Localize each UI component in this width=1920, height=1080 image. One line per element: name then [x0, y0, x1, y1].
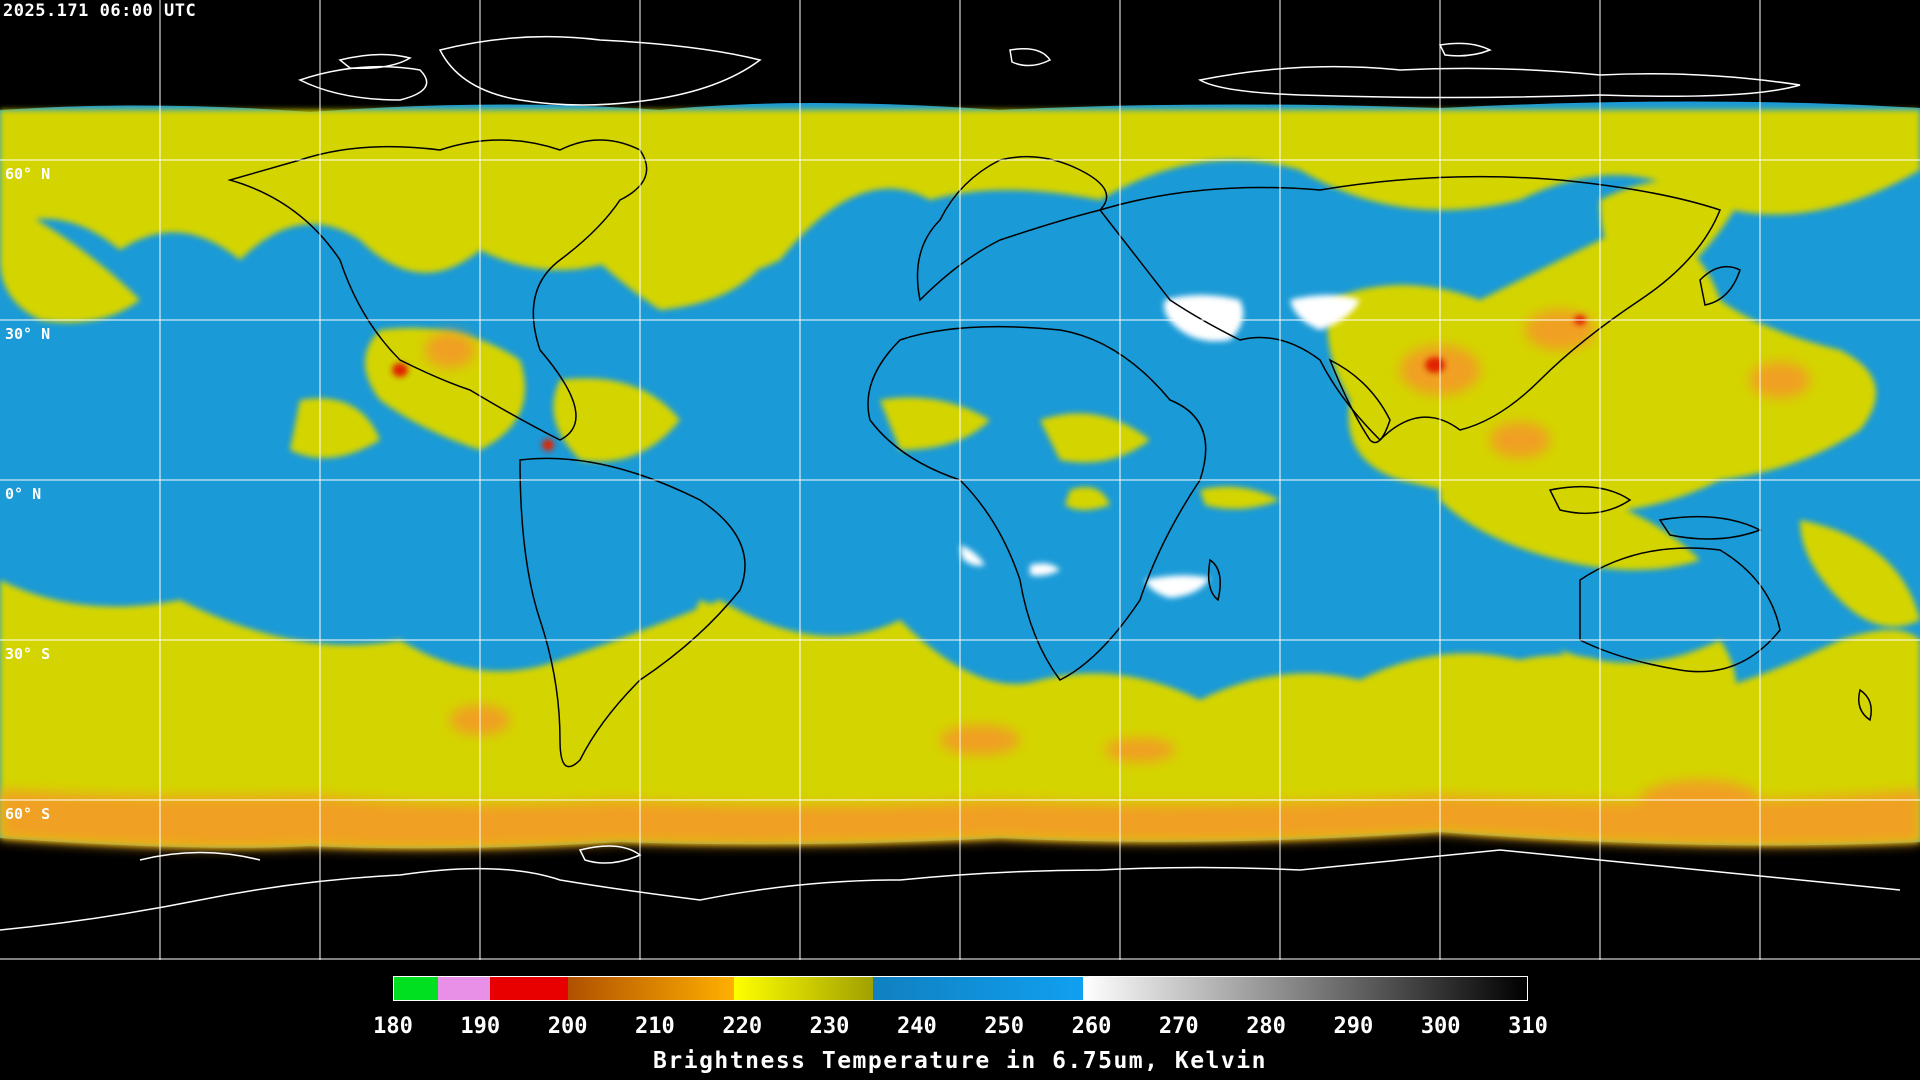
colorbar-tick-label: 250: [984, 1014, 1025, 1039]
colorbar-tick-label: 180: [373, 1014, 413, 1039]
colorbar-tick-label: 310: [1508, 1014, 1548, 1039]
coastlines-on-black: [0, 35, 1901, 931]
colorbar-tick-label: 260: [1071, 1014, 1112, 1039]
lat-lon-grid: [0, 0, 1920, 960]
colorbar-title: Brightness Temperature in 6.75um, Kelvin: [653, 1048, 1267, 1074]
lat-label-60n: 60° N: [5, 165, 51, 183]
water-vapor-map: [0, 0, 1920, 960]
colorbar-segment: [733, 977, 874, 1000]
colorbar-tick-label: 190: [460, 1014, 501, 1039]
colorbar-segment: [437, 977, 490, 1000]
colorbar-segment: [489, 977, 569, 1000]
colorbar-tick-label: 220: [722, 1014, 763, 1039]
colorbar-segment: [394, 977, 438, 1000]
colorbar-segment: [1082, 977, 1528, 1000]
colorbar-tick-label: 300: [1420, 1014, 1461, 1039]
colorbar-tick-label: 240: [896, 1014, 937, 1039]
lat-label-equator: 0° N: [5, 485, 42, 503]
colorbar-tick-label: 230: [809, 1014, 850, 1039]
colorbar-segment: [873, 977, 1083, 1000]
coastlines-on-data: [227, 139, 1872, 768]
colorbar: [393, 976, 1528, 1001]
colorbar-tick-label: 210: [635, 1014, 675, 1039]
lat-label-30n: 30° N: [5, 325, 51, 343]
colorbar-tick-label: 200: [547, 1014, 588, 1039]
colorbar-tick-label: 280: [1246, 1014, 1286, 1039]
colorbar-tick-label: 290: [1333, 1014, 1374, 1039]
colorbar-tick-label: 270: [1158, 1014, 1199, 1039]
timestamp: 2025.171 06:00 UTC: [3, 1, 197, 21]
colorbar-segment: [568, 977, 734, 1000]
lat-label-30s: 30° S: [5, 645, 51, 663]
lat-label-60s: 60° S: [5, 805, 51, 823]
